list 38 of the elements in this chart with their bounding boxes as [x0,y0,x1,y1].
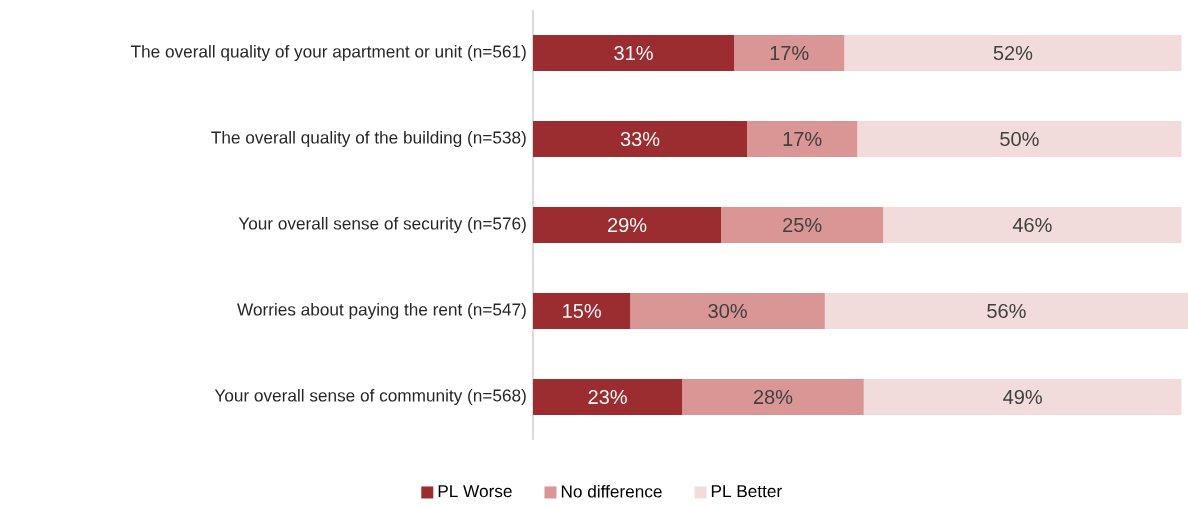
data-label: 28% [753,389,793,405]
data-label: 50% [1000,131,1039,147]
bar [533,121,748,157]
data-label: 46% [1012,217,1052,233]
bar [844,35,1182,72]
bar [533,206,722,243]
legend-label: PL Better [711,485,782,498]
bar [863,378,1182,415]
data-label: 17% [783,131,822,146]
data-label: 31% [614,45,653,61]
bar [734,35,845,72]
data-label: 17% [770,45,809,61]
data-label: 15% [563,303,601,319]
bar [721,206,884,243]
data-label: 33% [620,131,660,147]
bar [533,292,631,329]
y-tick-label: The overall quality of the building (n=538) [211,130,526,148]
legend-label: No difference [561,484,662,498]
y-tick-label: Your overall sense of community (n=568) [214,388,526,406]
data-label: 29% [608,217,647,233]
data-label: 49% [1003,389,1042,405]
bar [533,378,683,415]
y-tick-label: Your overall sense of security (n=576) [238,216,526,234]
data-label: 52% [993,45,1033,61]
bar [883,206,1182,243]
bar [533,35,735,72]
bar [630,292,825,329]
y-tick-label: Worries about paying the rent (n=547) [237,302,526,320]
bar [682,378,864,415]
bar [747,121,858,157]
bar [824,292,1188,329]
data-label: 30% [708,303,747,319]
bar [857,121,1182,157]
y-tick-label: The overall quality of your apartment or unit (n=561) [130,45,526,62]
data-label: 25% [783,217,822,233]
data-label: 23% [588,389,627,405]
legend-label: PL Worse [438,485,512,498]
data-label: 56% [987,303,1026,319]
